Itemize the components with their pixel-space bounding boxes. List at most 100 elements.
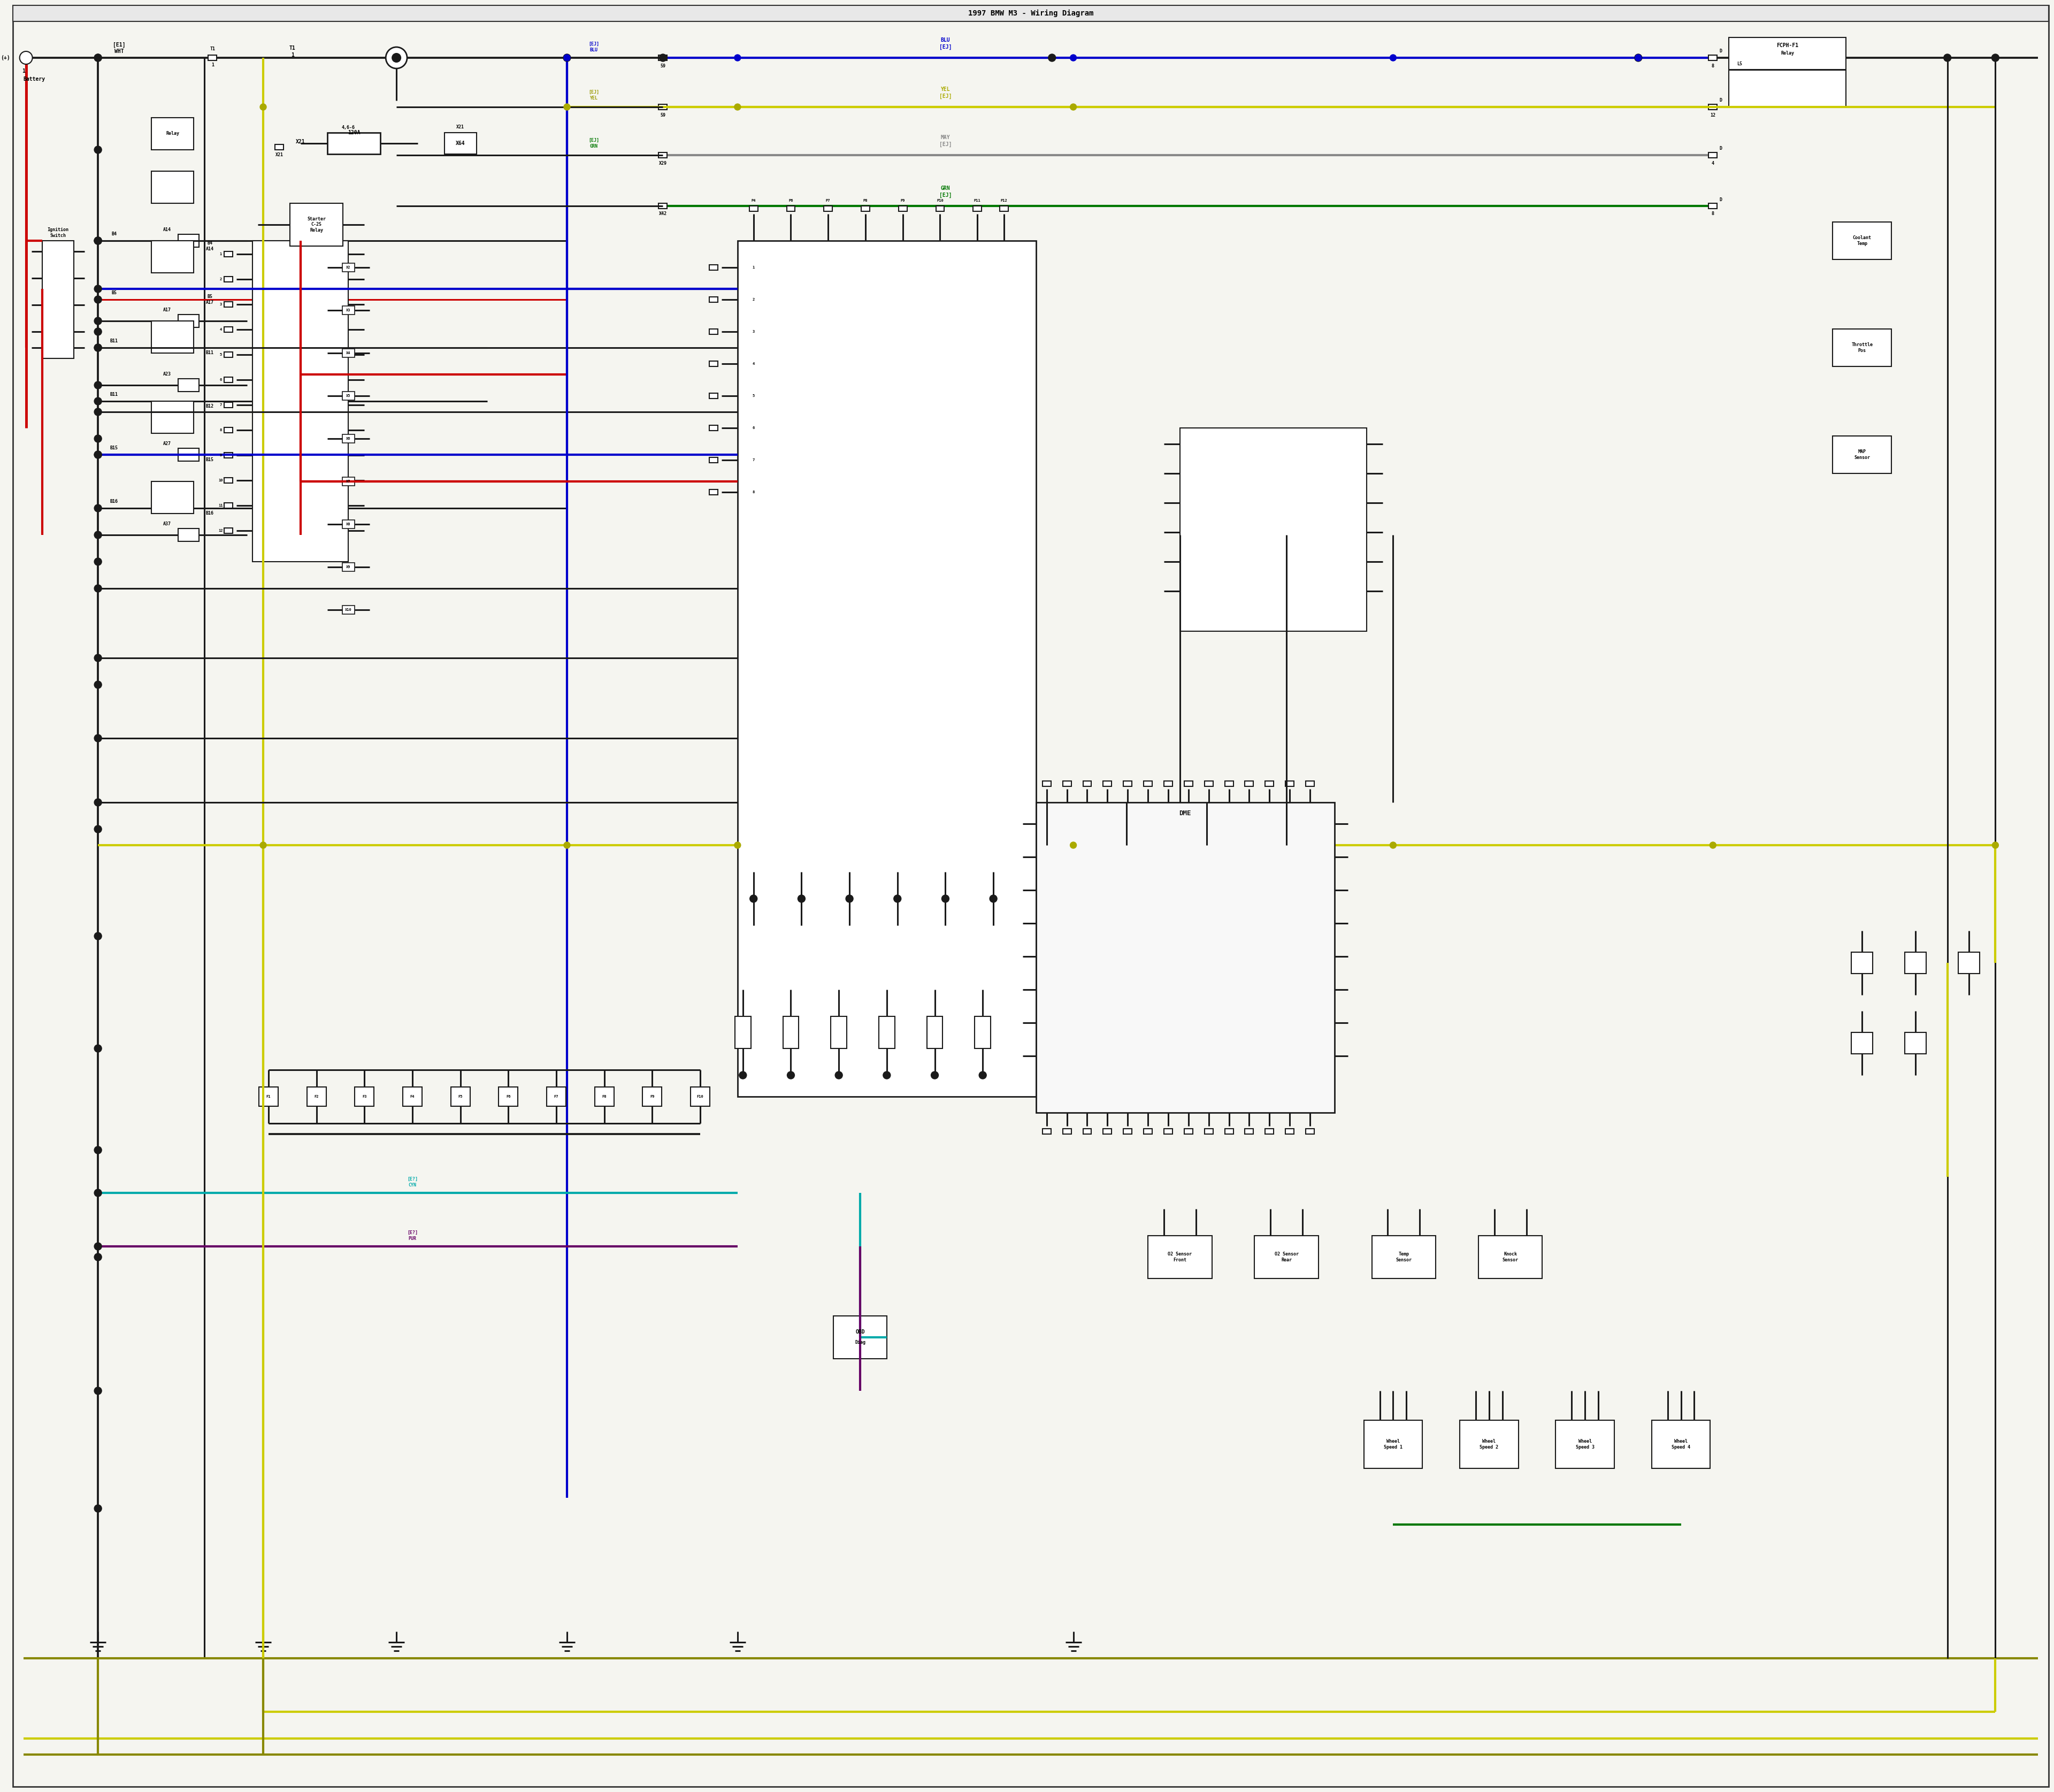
Text: 10: 10 <box>218 478 222 482</box>
Text: 2: 2 <box>220 278 222 281</box>
Bar <box>306 1088 327 1106</box>
Text: 8: 8 <box>752 491 754 495</box>
Bar <box>1185 781 1193 787</box>
Text: F10: F10 <box>696 1095 705 1098</box>
Bar <box>1148 1236 1212 1278</box>
Bar <box>343 520 355 529</box>
Bar <box>737 240 1035 1097</box>
Text: Wheel
Speed 3: Wheel Speed 3 <box>1575 1439 1594 1450</box>
Circle shape <box>94 409 103 416</box>
Circle shape <box>261 842 267 848</box>
Circle shape <box>94 382 103 389</box>
Text: F5: F5 <box>458 1095 462 1098</box>
Text: 5: 5 <box>220 353 222 357</box>
Circle shape <box>94 237 103 244</box>
Bar <box>1286 781 1294 787</box>
Circle shape <box>94 54 103 61</box>
Text: X6: X6 <box>347 437 351 441</box>
Bar <box>41 240 74 358</box>
Bar <box>224 478 232 484</box>
Bar <box>546 1088 567 1106</box>
Bar <box>709 392 717 398</box>
Text: F3: F3 <box>362 1095 368 1098</box>
Text: 11: 11 <box>218 504 222 507</box>
Bar <box>152 482 193 514</box>
Text: F9: F9 <box>649 1095 655 1098</box>
Bar <box>253 240 349 561</box>
Bar <box>1286 1129 1294 1134</box>
Bar <box>709 297 717 303</box>
Circle shape <box>659 54 668 61</box>
Bar <box>1062 781 1072 787</box>
Text: 120A: 120A <box>347 131 359 136</box>
Text: B15: B15 <box>205 457 214 462</box>
Text: Wheel
Speed 4: Wheel Speed 4 <box>1672 1439 1690 1450</box>
Circle shape <box>94 398 103 405</box>
Text: 12: 12 <box>218 529 222 532</box>
Bar <box>709 489 717 495</box>
Circle shape <box>94 654 103 661</box>
Bar <box>179 235 199 247</box>
Circle shape <box>563 104 571 109</box>
Text: P10: P10 <box>937 199 943 202</box>
Text: (+): (+) <box>0 56 10 61</box>
Text: X5: X5 <box>347 394 351 398</box>
Text: 8: 8 <box>1711 211 1715 217</box>
Text: F4: F4 <box>411 1095 415 1098</box>
Text: A37: A37 <box>162 521 170 527</box>
Circle shape <box>94 237 103 244</box>
Circle shape <box>94 435 103 443</box>
Bar <box>1851 952 1873 973</box>
Circle shape <box>94 1190 103 1197</box>
Text: [EJ]: [EJ] <box>939 45 951 50</box>
Bar <box>1035 803 1335 1113</box>
Text: P8: P8 <box>863 199 867 202</box>
Circle shape <box>883 1072 891 1079</box>
Bar <box>1041 781 1052 787</box>
Text: Relay: Relay <box>166 131 179 136</box>
Text: X4: X4 <box>347 351 351 355</box>
Circle shape <box>739 1072 746 1079</box>
Text: X3: X3 <box>347 308 351 312</box>
Circle shape <box>1391 842 1397 848</box>
Text: 8: 8 <box>1711 63 1715 68</box>
Text: 3: 3 <box>220 303 222 306</box>
Bar <box>709 425 717 430</box>
Bar <box>1144 781 1152 787</box>
Text: B5: B5 <box>111 290 117 296</box>
Circle shape <box>1635 54 1641 61</box>
Text: Temp
Sensor: Temp Sensor <box>1397 1253 1411 1262</box>
Circle shape <box>386 47 407 68</box>
Bar <box>343 349 355 357</box>
Text: P7: P7 <box>826 199 830 202</box>
Bar <box>783 1016 799 1048</box>
Bar <box>1124 781 1132 787</box>
Bar <box>787 206 795 211</box>
Bar <box>343 477 355 486</box>
Text: 4: 4 <box>220 328 222 332</box>
Bar <box>343 563 355 572</box>
Circle shape <box>1635 54 1641 61</box>
Bar <box>224 276 232 281</box>
Text: F7: F7 <box>555 1095 559 1098</box>
Bar <box>1709 56 1717 61</box>
Bar <box>1062 1129 1072 1134</box>
Bar <box>1165 781 1173 787</box>
Bar <box>259 1088 277 1106</box>
Circle shape <box>94 932 103 939</box>
Bar <box>709 265 717 271</box>
Bar <box>1832 222 1892 260</box>
Text: T1: T1 <box>290 45 296 50</box>
Text: [E?]
PUR: [E?] PUR <box>407 1231 417 1240</box>
Circle shape <box>94 799 103 806</box>
Text: 8: 8 <box>220 428 222 432</box>
Bar <box>343 392 355 400</box>
Text: F6: F6 <box>505 1095 511 1098</box>
Bar <box>1651 1421 1711 1468</box>
Bar <box>709 330 717 335</box>
Bar <box>1165 1129 1173 1134</box>
Text: 1: 1 <box>292 52 294 57</box>
Circle shape <box>94 285 103 292</box>
Text: B5
A17: B5 A17 <box>205 294 214 305</box>
Bar <box>224 301 232 306</box>
